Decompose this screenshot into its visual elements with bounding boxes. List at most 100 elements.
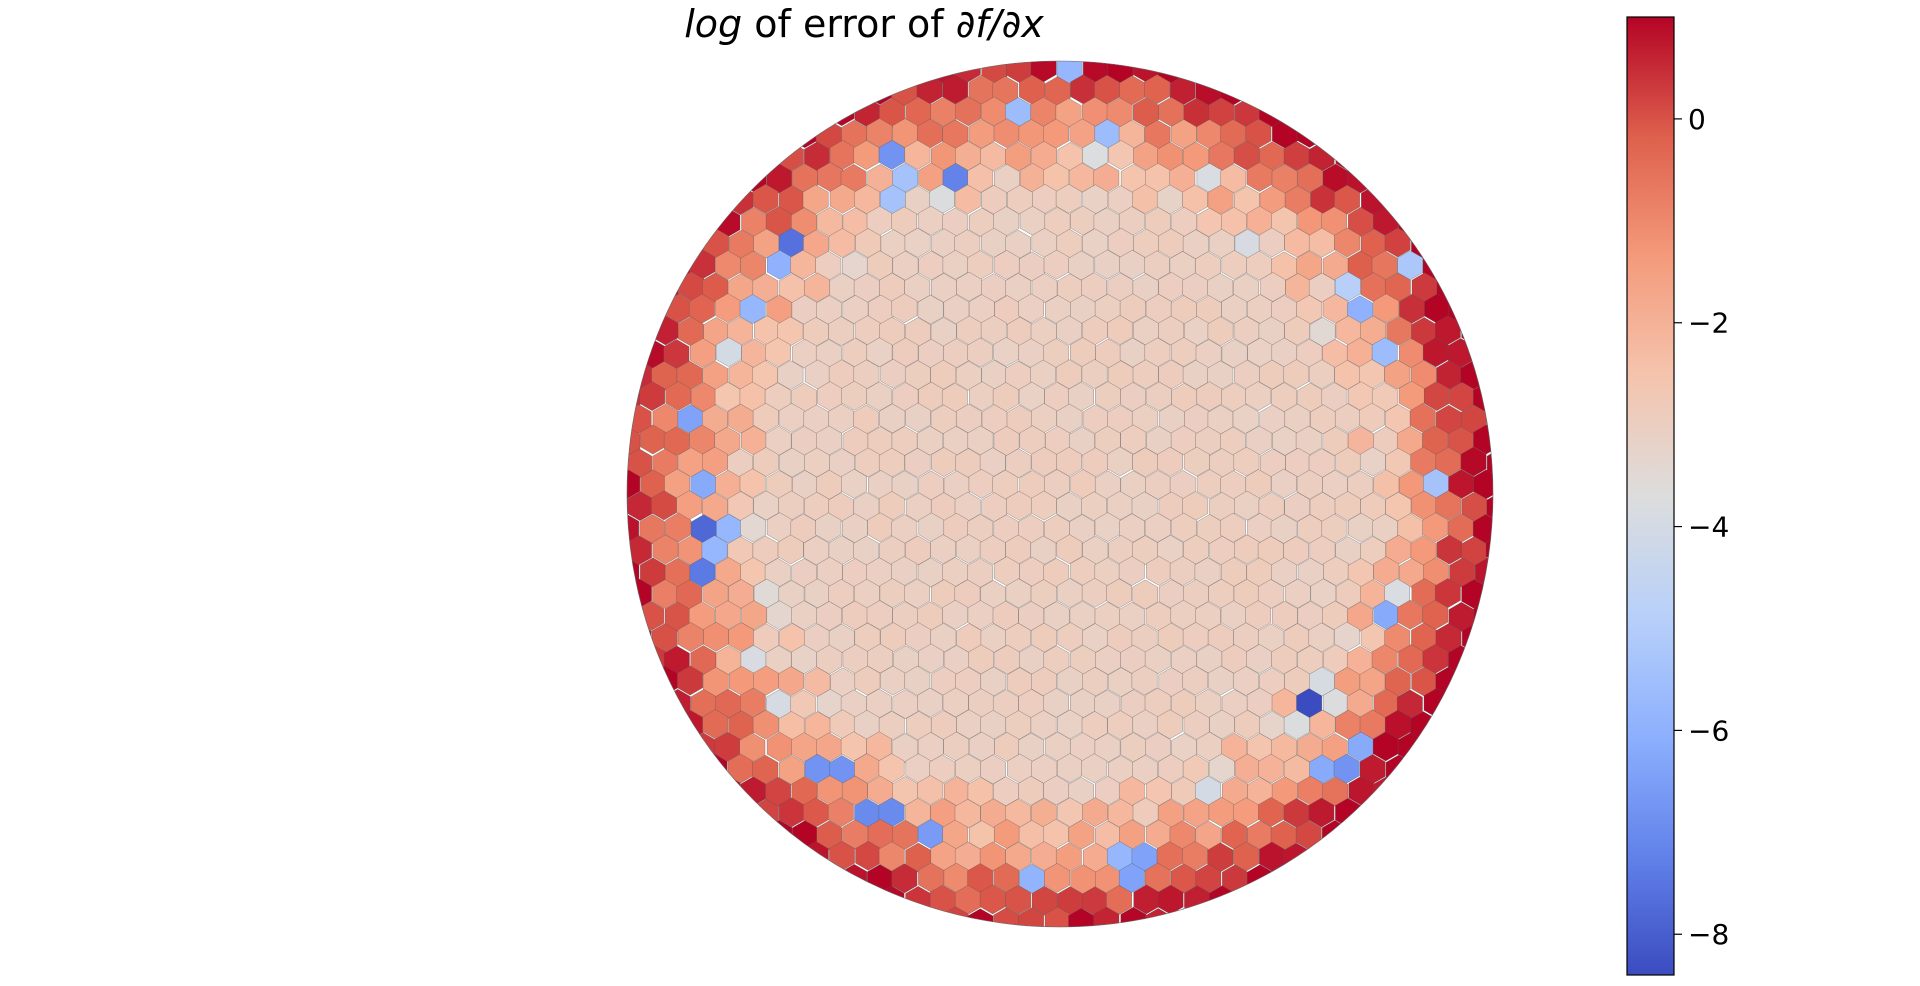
cell xyxy=(1422,512,1449,543)
cell xyxy=(1107,315,1133,345)
cell xyxy=(1120,424,1147,455)
cell xyxy=(904,447,931,478)
cell xyxy=(1384,666,1411,697)
cell xyxy=(1018,775,1044,806)
cell xyxy=(1409,403,1436,433)
cell xyxy=(1118,206,1145,237)
cell xyxy=(816,732,842,763)
cell xyxy=(1385,754,1412,785)
cell xyxy=(1044,863,1070,893)
cell xyxy=(917,687,944,718)
cell xyxy=(1068,819,1095,850)
cell xyxy=(878,140,905,170)
cell xyxy=(701,492,728,523)
cell xyxy=(1359,798,1386,829)
cell xyxy=(1119,75,1146,106)
cell xyxy=(1044,906,1071,927)
cell xyxy=(752,402,779,433)
cell xyxy=(1043,118,1069,149)
cell xyxy=(739,468,766,499)
cell xyxy=(1245,118,1272,149)
cell xyxy=(1233,446,1260,477)
cell xyxy=(1118,556,1145,586)
cell xyxy=(1308,797,1335,828)
cell xyxy=(816,601,843,631)
cell xyxy=(803,316,829,347)
cell xyxy=(1145,908,1172,927)
cell xyxy=(701,535,728,565)
cell xyxy=(979,447,1006,478)
cell xyxy=(1170,119,1197,149)
cell xyxy=(702,709,729,740)
cell xyxy=(1018,293,1045,324)
cell xyxy=(1119,513,1145,544)
cell xyxy=(1144,337,1171,368)
cell xyxy=(1005,885,1032,915)
cell xyxy=(1030,61,1057,83)
cell xyxy=(676,490,703,521)
cell xyxy=(1232,885,1259,915)
cell xyxy=(1335,271,1361,302)
cell xyxy=(1005,622,1031,653)
cell xyxy=(841,468,867,499)
cell xyxy=(892,689,919,719)
cell xyxy=(1435,490,1462,521)
cell xyxy=(1056,534,1083,565)
cell xyxy=(1119,819,1145,850)
cell xyxy=(1384,359,1411,390)
cell xyxy=(1208,753,1235,784)
cell xyxy=(627,446,628,477)
cell xyxy=(1284,578,1311,609)
cell xyxy=(1157,884,1184,915)
cell xyxy=(942,687,969,718)
cell xyxy=(828,96,855,127)
colorbar-tick-label: −6 xyxy=(1688,714,1729,747)
cell xyxy=(1207,316,1234,347)
cell xyxy=(1068,381,1094,412)
cell xyxy=(827,797,854,828)
cell xyxy=(1486,492,1493,523)
cell xyxy=(1373,293,1400,324)
cell xyxy=(917,775,944,805)
cell xyxy=(716,513,742,544)
cell xyxy=(777,534,804,565)
cell xyxy=(765,337,791,368)
cell xyxy=(627,623,652,654)
cell xyxy=(1195,863,1222,894)
cell xyxy=(853,273,880,303)
cell xyxy=(1132,97,1159,128)
cell xyxy=(930,97,957,127)
cell xyxy=(1082,140,1109,171)
cell xyxy=(878,753,905,784)
cell xyxy=(955,96,982,127)
cell xyxy=(1093,906,1120,927)
cell xyxy=(1207,184,1234,215)
cell xyxy=(904,578,931,609)
cell xyxy=(1461,315,1488,346)
cell xyxy=(878,447,905,478)
cell xyxy=(1310,404,1336,435)
cell xyxy=(968,119,995,149)
cell xyxy=(1221,819,1248,850)
cell xyxy=(967,250,994,280)
cell xyxy=(853,404,880,435)
cell xyxy=(904,227,931,258)
chart-title: log of error of ∂f/∂x xyxy=(0,2,1728,46)
cell xyxy=(1030,710,1057,740)
cell xyxy=(916,907,943,927)
cell xyxy=(992,382,1019,412)
cell xyxy=(1384,227,1411,258)
cell xyxy=(1309,709,1336,740)
cell xyxy=(1183,61,1210,84)
cell xyxy=(1221,207,1247,237)
cell xyxy=(690,338,716,368)
cell xyxy=(891,556,918,586)
cell xyxy=(815,512,842,543)
cell xyxy=(652,534,679,565)
cell xyxy=(740,512,767,543)
cell xyxy=(1019,74,1045,105)
cell xyxy=(828,579,855,609)
cell xyxy=(802,184,829,215)
cell xyxy=(892,250,919,281)
